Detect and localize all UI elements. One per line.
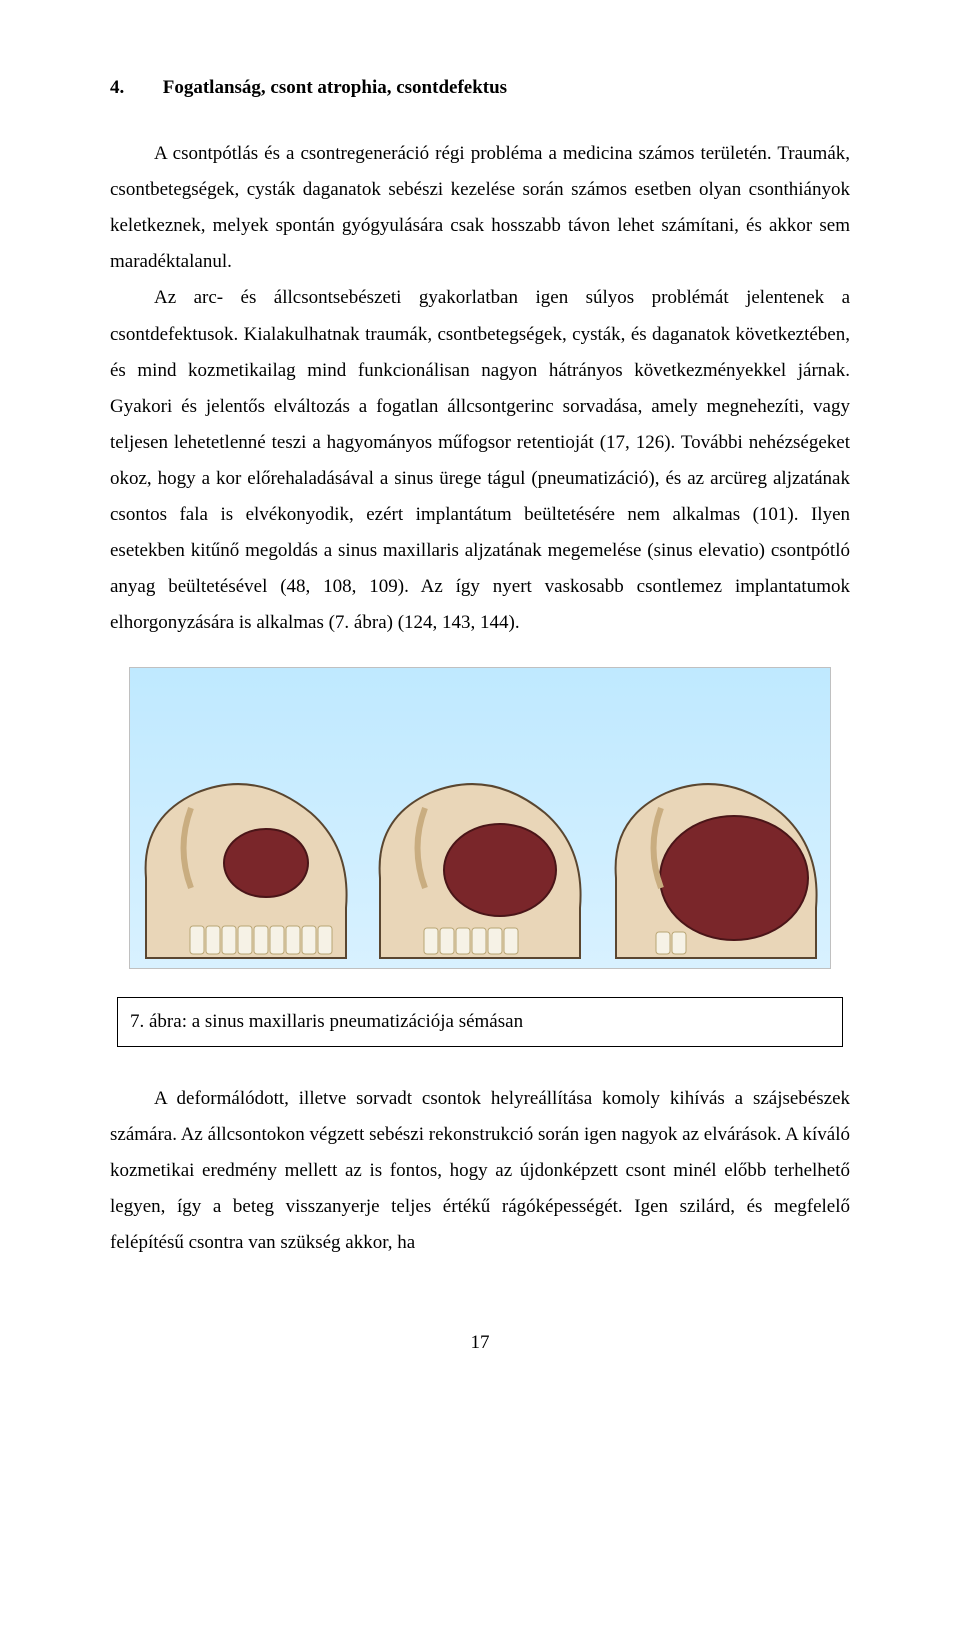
- figure-caption-box: 7. ábra: a sinus maxillaris pneumatizáci…: [117, 997, 843, 1047]
- figure-7: 7. ábra: a sinus maxillaris pneumatizáci…: [110, 667, 850, 1046]
- skull-panel-3: [606, 758, 826, 968]
- paragraph-body: Az arc- és állcsontsebészeti gyakorlatba…: [110, 280, 850, 641]
- figure-caption: 7. ábra: a sinus maxillaris pneumatizáci…: [130, 1011, 523, 1032]
- section-title-text: Fogatlanság, csont atrophia, csontdefekt…: [163, 77, 507, 98]
- figure-image: [129, 667, 831, 969]
- skull-panel-1: [136, 758, 356, 968]
- page: 4. Fogatlanság, csont atrophia, csontdef…: [0, 0, 960, 1391]
- section-title: 4. Fogatlanság, csont atrophia, csontdef…: [110, 70, 850, 106]
- section-number: 4.: [110, 70, 158, 106]
- skull-panel-2: [370, 758, 590, 968]
- page-number: 17: [110, 1325, 850, 1361]
- paragraph-intro: A csontpótlás és a csontregeneráció régi…: [110, 136, 850, 280]
- paragraph-after-figure: A deformálódott, illetve sorvadt csontok…: [110, 1081, 850, 1261]
